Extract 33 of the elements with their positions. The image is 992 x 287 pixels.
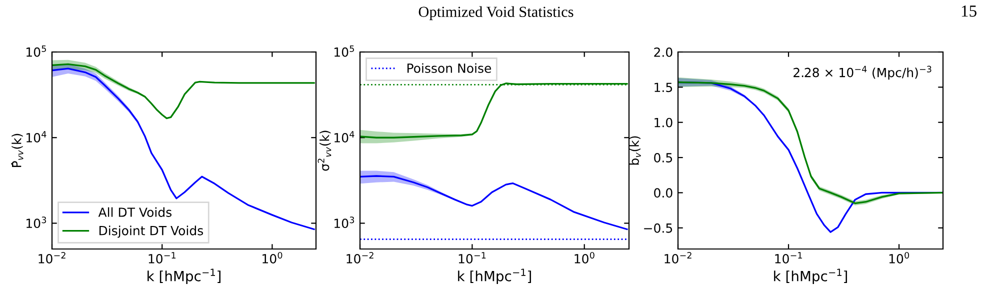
y-axis-title: P̂$_{vv}$(k): [11, 134, 24, 167]
y-tick-label: 1.5: [654, 82, 672, 92]
x-tick-label: 10$^{−1}$: [148, 252, 176, 264]
x-tick-label: 10$^{0}$: [262, 252, 282, 264]
y-tick-label: 10$^{3}$: [334, 216, 354, 228]
x-tick-label: 10$^{0}$: [889, 252, 910, 264]
y-tick-label: 10$^{4}$: [26, 131, 46, 142]
y-tick-label: 2.0: [654, 47, 672, 57]
legend-label: All DT Voids: [98, 207, 172, 217]
y-tick-label: 10$^{4}$: [334, 131, 354, 142]
legend-label: Poisson Noise: [407, 63, 492, 73]
y-tick-label: 0.0: [654, 188, 672, 198]
x-tick-label: 10$^{−1}$: [458, 252, 486, 264]
y-tick-label: 1.0: [654, 118, 672, 128]
x-tick-label: 10$^{−1}$: [775, 252, 802, 264]
legend-label: Disjoint DT Voids: [99, 226, 204, 238]
x-tick-label: 10$^{−2}$: [664, 252, 692, 264]
y-tick-label: −0.5: [644, 223, 672, 233]
y-axis-title: σ$^{2}$$_{vv}$(k): [318, 130, 332, 171]
x-tick-label: 10$^{0}$: [574, 252, 594, 264]
annotation: 2.28 × 10$^{−4}$ (Mpc/h)$^{−3}$: [794, 66, 932, 80]
y-tick-label: 10$^{5}$: [26, 46, 46, 57]
y-axis-title: b$_{v}$(k): [629, 136, 641, 165]
text: Optimized Void Statistics: [418, 6, 574, 20]
x-axis-title: k [hMpc$^{−1}$]: [148, 268, 220, 284]
x-tick-label: 10$^{−2}$: [38, 252, 66, 264]
y-tick-label: 0.5: [654, 153, 672, 162]
x-axis-title: k [hMpc$^{−1}$]: [774, 268, 847, 284]
text: 15: [962, 6, 976, 17]
x-axis-title: k [hMpc$^{−1}$]: [458, 268, 531, 284]
y-tick-label: 10$^{5}$: [334, 46, 354, 57]
x-tick-label: 10$^{−2}$: [346, 252, 374, 264]
y-tick-label: 10$^{3}$: [26, 216, 46, 228]
